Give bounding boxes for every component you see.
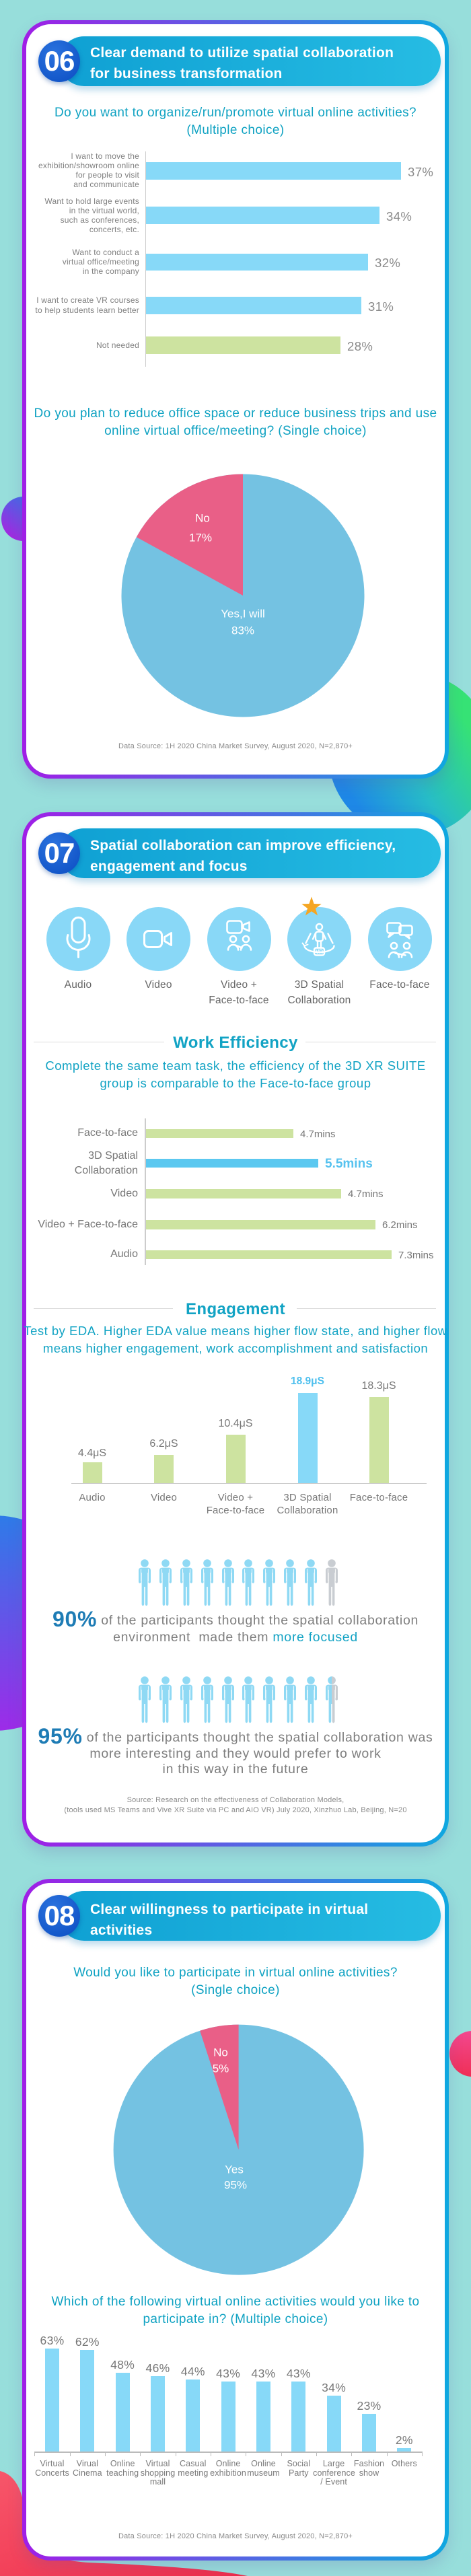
- svg-text:Yes,I will: Yes,I will: [221, 607, 265, 620]
- svg-text:Yes: Yes: [225, 2163, 244, 2176]
- svg-text:95%: 95%: [224, 2178, 247, 2191]
- svg-text:No: No: [213, 2046, 228, 2059]
- svg-text:No: No: [195, 511, 210, 524]
- svg-text:17%: 17%: [189, 531, 212, 544]
- svg-text:5%: 5%: [213, 2062, 229, 2075]
- svg-text:83%: 83%: [231, 624, 254, 637]
- svg-text:VR: VR: [316, 949, 323, 955]
